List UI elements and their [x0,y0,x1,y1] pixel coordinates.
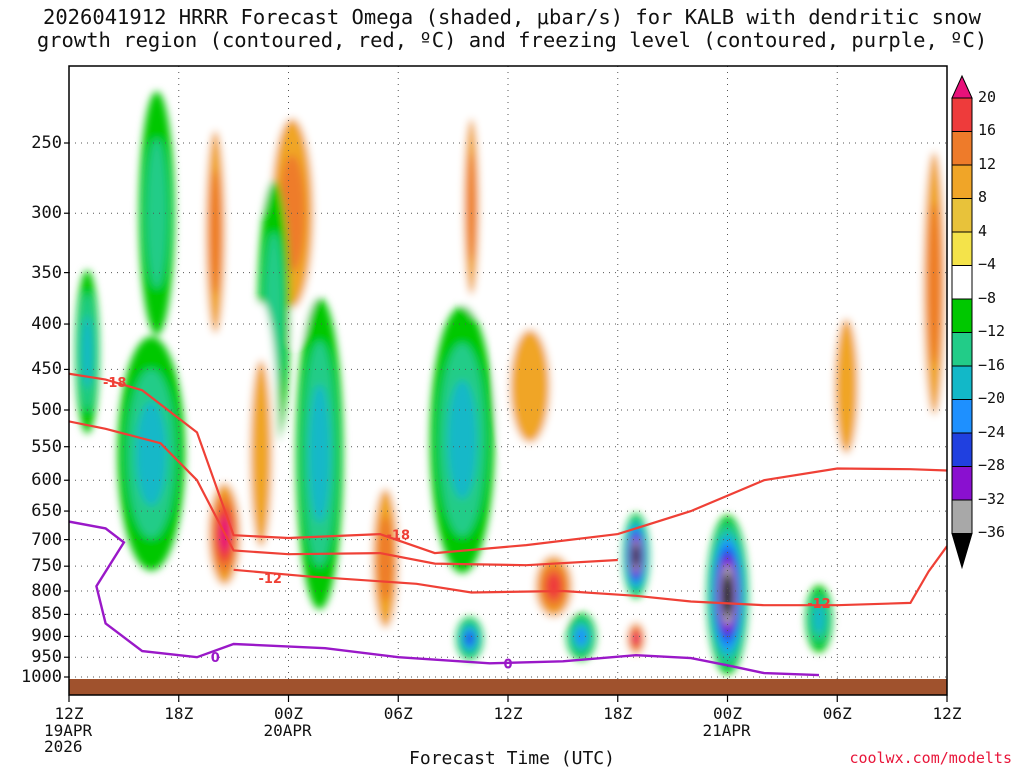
colorbar-label-7: −12 [978,322,1006,341]
dgz-contour-2 [233,545,947,607]
y-tick-label-450: 450 [31,359,62,380]
y-tick-label-850: 850 [31,604,62,625]
colorbar-swatch-13 [951,499,973,534]
y-tick-label-500: 500 [31,400,62,420]
omega-region-2 [146,138,168,289]
y-tick-label-650: 650 [31,501,62,522]
colorbar-swatch-10 [951,399,973,434]
colorbar-label-5: −4 [978,255,997,274]
contour-lines: -18 -18 -12 -12 0 0 [69,372,947,677]
colorbar-swatch-1 [951,97,973,132]
omega-region-1 [136,401,167,506]
omega-region-15 [545,572,562,600]
x-tick-label-6: 00Z [713,704,742,723]
omega-region-3 [82,315,93,389]
colorbar-label-12: −32 [978,489,1006,508]
colorbar-swatch-12 [951,466,973,501]
colorbar-label-6: −8 [978,288,997,307]
contour-label-12a: -12 [258,572,282,587]
contour-label-0b: 0 [503,657,512,672]
omega-field [75,82,947,675]
x-tick-label-4: 12Z [493,704,523,723]
x-tick-label-7: 06Z [822,704,852,723]
colorbar-label-2: 12 [978,154,997,173]
chart-title: 2026041912 HRRR Forecast Omega (shaded, … [0,6,1024,52]
y-tick-label-550: 550 [31,436,62,457]
x-tick-label-0: 12Z [54,704,84,723]
y-tick-label-400: 400 [31,314,62,335]
x-year-label-0: 2026 [44,737,83,756]
title-line-2: growth region (contoured, red, ºC) and f… [36,28,988,52]
colorbar-swatch-11 [951,432,973,467]
omega-region-17 [633,548,639,563]
colorbar-swatch-6 [951,265,973,300]
omega-region-9 [250,360,272,548]
omega-region-11 [466,152,477,261]
y-tick-label-800: 800 [31,581,62,602]
x-tick-label-3: 06Z [383,704,413,723]
omega-region-16 [576,628,587,645]
colorbar [951,74,973,570]
y-tick-label-750: 750 [31,556,62,577]
y-tick-label-950: 950 [31,647,62,668]
colorbar-swatch-8 [951,332,973,367]
colorbar-top-arrow [951,74,973,99]
x-date-label-2: 21APR [702,721,751,740]
colorbar-label-8: −16 [978,355,1006,374]
omega-region-7 [309,384,330,523]
credit-link[interactable]: coolwx.com/modelts [849,749,1012,767]
dgz-contour-1 [69,420,618,567]
colorbar-swatch-7 [951,298,973,333]
contour-label-18a: -18 [103,376,127,391]
x-date-label-0: 19APR [44,721,93,740]
x-tick-label-8: 12Z [932,704,962,723]
omega-region-22 [927,202,941,365]
omega-region-18 [633,633,639,645]
omega-region-14 [510,329,550,443]
y-tick-label-600: 600 [31,470,62,491]
contour-label-0a: 0 [211,651,220,666]
colorbar-label-13: −36 [978,523,1006,542]
colorbar-swatch-3 [951,164,973,199]
omega-region-21 [834,318,859,454]
colorbar-label-0: 20 [978,87,997,106]
colorbar-bottom-arrow [951,533,973,570]
x-tick-label-5: 18Z [603,704,633,723]
y-tick-label-250: 250 [31,133,62,153]
axis-ticks [64,142,948,702]
x-axis-title: Forecast Time (UTC) [409,748,615,769]
colorbar-label-11: −28 [978,456,1006,475]
dgz-contour-0 [69,372,947,555]
contour-label-12b: -12 [807,597,831,612]
colorbar-swatch-4 [951,198,973,233]
contour-label-18b: -18 [387,529,411,544]
x-date-label-1: 20APR [263,721,312,740]
colorbar-swatch-2 [951,131,973,166]
y-tick-label-900: 900 [31,626,62,647]
colorbar-swatch-9 [951,365,973,400]
colorbar-label-4: 4 [978,221,988,240]
omega-region-5 [209,169,222,295]
title-line-1: 2026041912 HRRR Forecast Omega (shaded, … [43,5,981,29]
omega-region-12 [447,380,477,499]
colorbar-label-1: 16 [978,121,997,140]
x-tick-label-1: 18Z [164,704,194,723]
colorbar-swatch-5 [951,231,973,266]
y-tick-label-300: 300 [31,203,62,224]
y-tick-label-700: 700 [31,529,62,550]
colorbar-label-3: 8 [978,188,988,207]
y-tick-label-350: 350 [31,262,62,283]
omega-region-13 [465,632,474,645]
freezing-level-contour [69,520,820,677]
colorbar-label-10: −24 [978,422,1006,441]
omega-shading [75,82,947,675]
colorbar-label-9: −20 [978,389,1006,408]
x-tick-label-2: 00Z [274,704,303,723]
omega-region-20 [813,603,825,634]
ground-surface [69,679,947,695]
y-tick-label-1000: 1000 [21,667,62,687]
